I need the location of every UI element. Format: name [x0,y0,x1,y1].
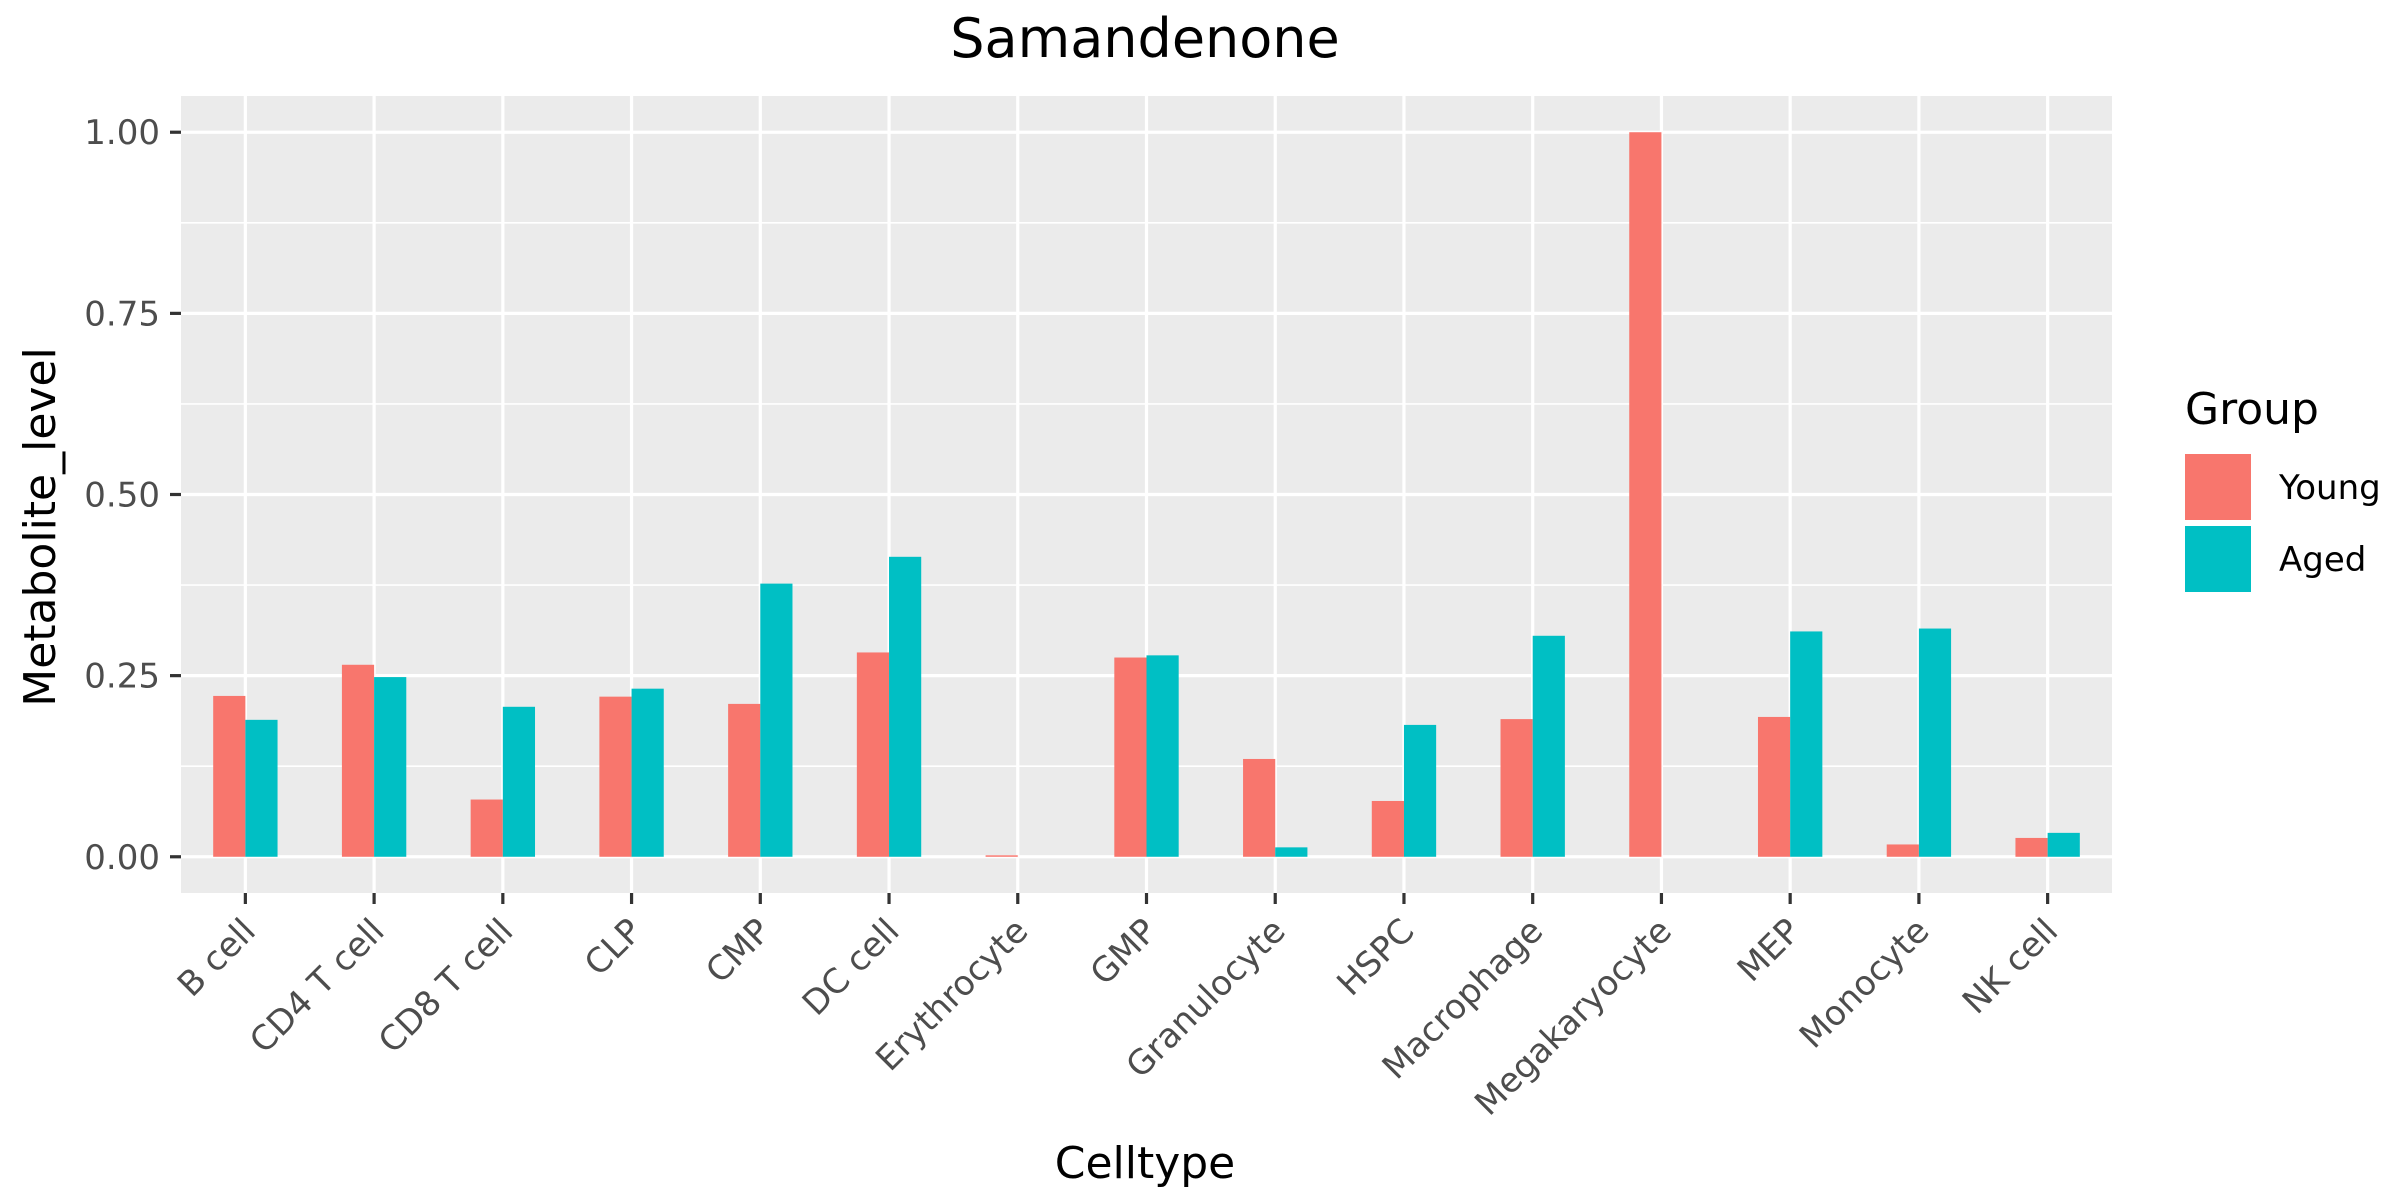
bar-aged-granulocyte [1275,847,1308,857]
bar-aged-gmp [1146,655,1179,857]
y-tick-label: 0.50 [84,476,160,516]
legend-key-aged [2185,526,2251,592]
x-tick-label: CD8 T cell [371,911,521,1061]
bar-aged-dc-cell [889,556,922,857]
y-tick-label: 0.00 [84,838,160,878]
bar-young-b-cell [213,695,246,857]
bar-young-cd8-t-cell [470,799,503,857]
legend: Group Young Aged [2185,384,2381,592]
bar-young-megakaryocyte [1629,132,1662,857]
bar-young-granulocyte [1243,758,1276,857]
bar-young-monocyte [1886,844,1919,857]
y-tick-label: 1.00 [84,113,160,153]
bar-young-dc-cell [856,652,890,857]
bar-aged-cd4-t-cell [374,677,407,857]
x-tick-label: NK cell [1955,911,2066,1022]
x-tick-label: HSPC [1329,911,1422,1004]
bar-aged-macrophage [1532,635,1565,857]
legend-key-young [2185,454,2251,520]
y-axis-title: Metabolite_level [15,347,66,707]
bar-young-erythrocyte [985,855,1018,857]
x-tick-label: CMP [698,911,778,991]
x-tick-label: CLP [577,911,650,984]
legend-label-young: Young [2278,468,2381,508]
x-tick-label: MEP [1730,911,1809,990]
bar-young-macrophage [1500,719,1533,857]
bar-aged-b-cell [245,719,278,857]
bar-aged-monocyte [1918,628,1952,857]
legend-title: Group [2185,384,2319,435]
x-tick-label: CD4 T cell [242,911,392,1061]
y-tick-label: 0.25 [84,657,160,697]
bar-young-gmp [1114,657,1147,857]
x-tick-label: GMP [1083,911,1165,993]
bar-young-cmp [728,703,761,857]
bar-aged-clp [631,688,664,857]
bar-aged-mep [1790,631,1823,857]
bars [213,132,2080,857]
x-tick-label: Monocyte [1792,911,1937,1056]
bar-aged-hspc [1403,724,1437,857]
bar-young-hspc [1371,800,1404,857]
bar-young-nk-cell [2015,837,2048,857]
x-tick-label: DC cell [795,911,908,1024]
x-tick-label: B cell [170,911,264,1005]
y-tick-label: 0.75 [84,294,160,334]
bar-young-cd4-t-cell [341,664,375,857]
bar-aged-cmp [760,583,793,857]
bar-young-clp [599,696,632,857]
legend-label-aged: Aged [2279,540,2366,580]
bar-aged-nk-cell [2047,832,2080,857]
chart-title: Samandenone [950,7,1340,70]
bar-aged-cd8-t-cell [502,706,536,857]
x-axis-title: Celltype [1055,1138,1236,1189]
bar-young-mep [1757,716,1791,857]
